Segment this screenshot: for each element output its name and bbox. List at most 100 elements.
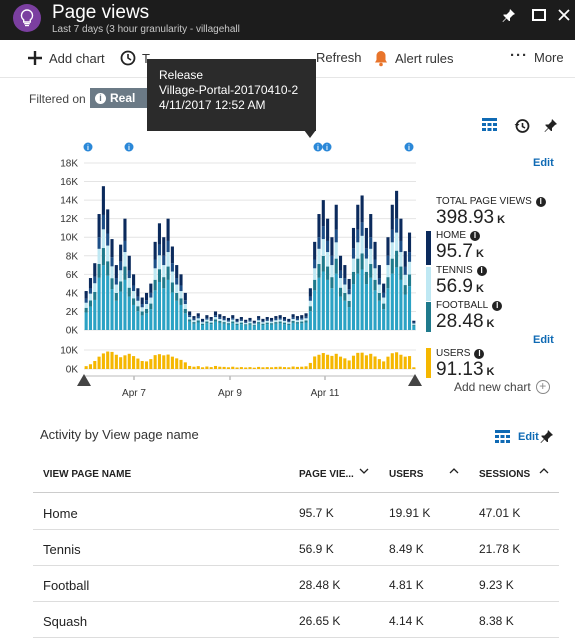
page-views-bar	[330, 277, 334, 289]
page-views-bar	[205, 315, 209, 319]
page-views-bar	[403, 294, 407, 330]
page-views-bar	[183, 292, 187, 301]
legend-tennis[interactable]: TENNIS i 56.9 K	[436, 265, 487, 298]
page-views-bar	[110, 289, 114, 330]
col-page-views[interactable]: PAGE VIE...	[299, 469, 354, 480]
y-tick-label: 8K	[66, 251, 79, 262]
time-range-button[interactable]: T	[120, 50, 150, 66]
page-views-bar	[395, 250, 399, 268]
page-views-bar	[412, 323, 416, 325]
page-views-bar	[179, 304, 183, 330]
sort-down-icon[interactable]	[359, 466, 369, 476]
table-row[interactable]: Football 28.48 K 4.81 K 9.23 K	[33, 566, 559, 602]
page-views-bar	[88, 306, 93, 330]
table-row[interactable]: Tennis 56.9 K 8.49 K 21.78 K	[33, 530, 559, 566]
page-views-bar	[153, 279, 157, 291]
users-bar	[399, 354, 403, 369]
page-views-bar	[110, 266, 114, 279]
page-views-bar	[330, 255, 334, 266]
edit-chart-link[interactable]: Edit	[533, 157, 554, 169]
history-icon[interactable]	[514, 118, 530, 139]
legend-home[interactable]: HOME i 95.7 K	[436, 230, 484, 263]
page-views-bar	[166, 240, 170, 253]
page-views-bar	[395, 232, 399, 251]
page-views-bar	[239, 320, 243, 323]
page-views-bar	[291, 314, 295, 318]
sort-up-icon[interactable]	[449, 466, 459, 476]
page-views-bar	[231, 318, 235, 320]
users-bar	[330, 355, 334, 369]
maximize-icon[interactable]	[528, 4, 550, 26]
page-views-bar	[317, 263, 321, 278]
page-views-bar	[175, 300, 179, 331]
page-views-bar	[282, 324, 287, 330]
col-users[interactable]: USERS	[389, 469, 424, 480]
users-bar	[261, 367, 265, 369]
page-views-bar	[231, 319, 235, 322]
add-chart-button[interactable]: Add chart	[27, 50, 105, 66]
edit-users-chart-link[interactable]: Edit	[533, 334, 554, 346]
page-views-bar	[162, 237, 166, 256]
grid-icon[interactable]	[495, 430, 510, 449]
cell-page-views: 28.48 K	[299, 578, 341, 592]
page-views-bar	[170, 246, 174, 264]
page-views-bar	[386, 277, 390, 289]
col-sessions[interactable]: SESSIONS	[479, 469, 531, 480]
page-views-bar	[261, 323, 265, 325]
page-views-bar	[97, 248, 101, 264]
page-views-bar	[84, 302, 88, 308]
page-views-bar	[343, 284, 347, 293]
page-views-bar	[291, 318, 295, 322]
more-button[interactable]: ··· More	[510, 47, 564, 65]
page-views-bar	[399, 218, 403, 241]
page-views-bar	[244, 321, 248, 323]
page-views-bar	[153, 268, 157, 280]
close-icon[interactable]	[553, 4, 575, 26]
pin-icon[interactable]	[544, 118, 558, 137]
users-bar	[364, 355, 368, 369]
cell-sessions: 21.78 K	[479, 542, 521, 556]
legend-users[interactable]: USERS i 91.13 K	[436, 348, 495, 381]
col-view-page-name[interactable]: VIEW PAGE NAME	[43, 469, 132, 480]
page-views-bar	[399, 252, 403, 267]
sort-up-icon[interactable]	[539, 466, 549, 476]
users-bar	[403, 356, 407, 369]
page-views-bar	[188, 319, 192, 322]
page-views-bar	[127, 278, 131, 288]
table-row[interactable]: Squash 26.65 K 4.14 K 8.38 K	[33, 602, 559, 638]
page-views-bar	[308, 296, 312, 301]
page-views-bar	[149, 283, 153, 293]
users-bar	[304, 366, 308, 369]
users-bar	[308, 362, 312, 369]
grid-icon[interactable]	[482, 118, 497, 137]
users-bar	[222, 366, 226, 369]
page-views-bar	[360, 235, 364, 254]
page-views-bar	[127, 270, 131, 279]
legend-football[interactable]: FOOTBALL i 28.48 K	[436, 300, 503, 333]
pin-icon[interactable]	[498, 4, 520, 26]
users-bar	[257, 366, 261, 369]
table-row[interactable]: Home 95.7 K 19.91 K 47.01 K	[33, 494, 559, 530]
refresh-button[interactable]: Refresh	[316, 50, 362, 65]
legend-users-swatch	[426, 348, 431, 378]
page-views-bar	[291, 322, 295, 330]
page-views-bar	[300, 315, 304, 319]
page-views-bar	[226, 321, 230, 324]
page-views-bar	[97, 277, 101, 330]
alert-rules-button[interactable]: Alert rules	[373, 50, 454, 67]
page-views-bar	[93, 276, 97, 284]
activity-edit-link[interactable]: Edit	[518, 431, 539, 443]
page-views-bar	[278, 318, 282, 320]
users-bar	[153, 355, 157, 369]
pin-icon[interactable]	[540, 429, 554, 448]
legend-users-value: 91.13	[436, 359, 484, 380]
page-views-bar	[377, 278, 381, 285]
table-header: VIEW PAGE NAME PAGE VIE... USERS SESSION…	[33, 458, 559, 493]
page-views-bar	[132, 285, 136, 292]
page-views-bar	[123, 279, 127, 330]
release-marker-icon	[83, 142, 93, 152]
page-views-bar	[175, 284, 179, 293]
add-new-chart-button[interactable]: Add new chart +	[454, 380, 550, 394]
page-views-bar	[326, 266, 330, 280]
filter-chip[interactable]: i Real us	[90, 88, 152, 119]
